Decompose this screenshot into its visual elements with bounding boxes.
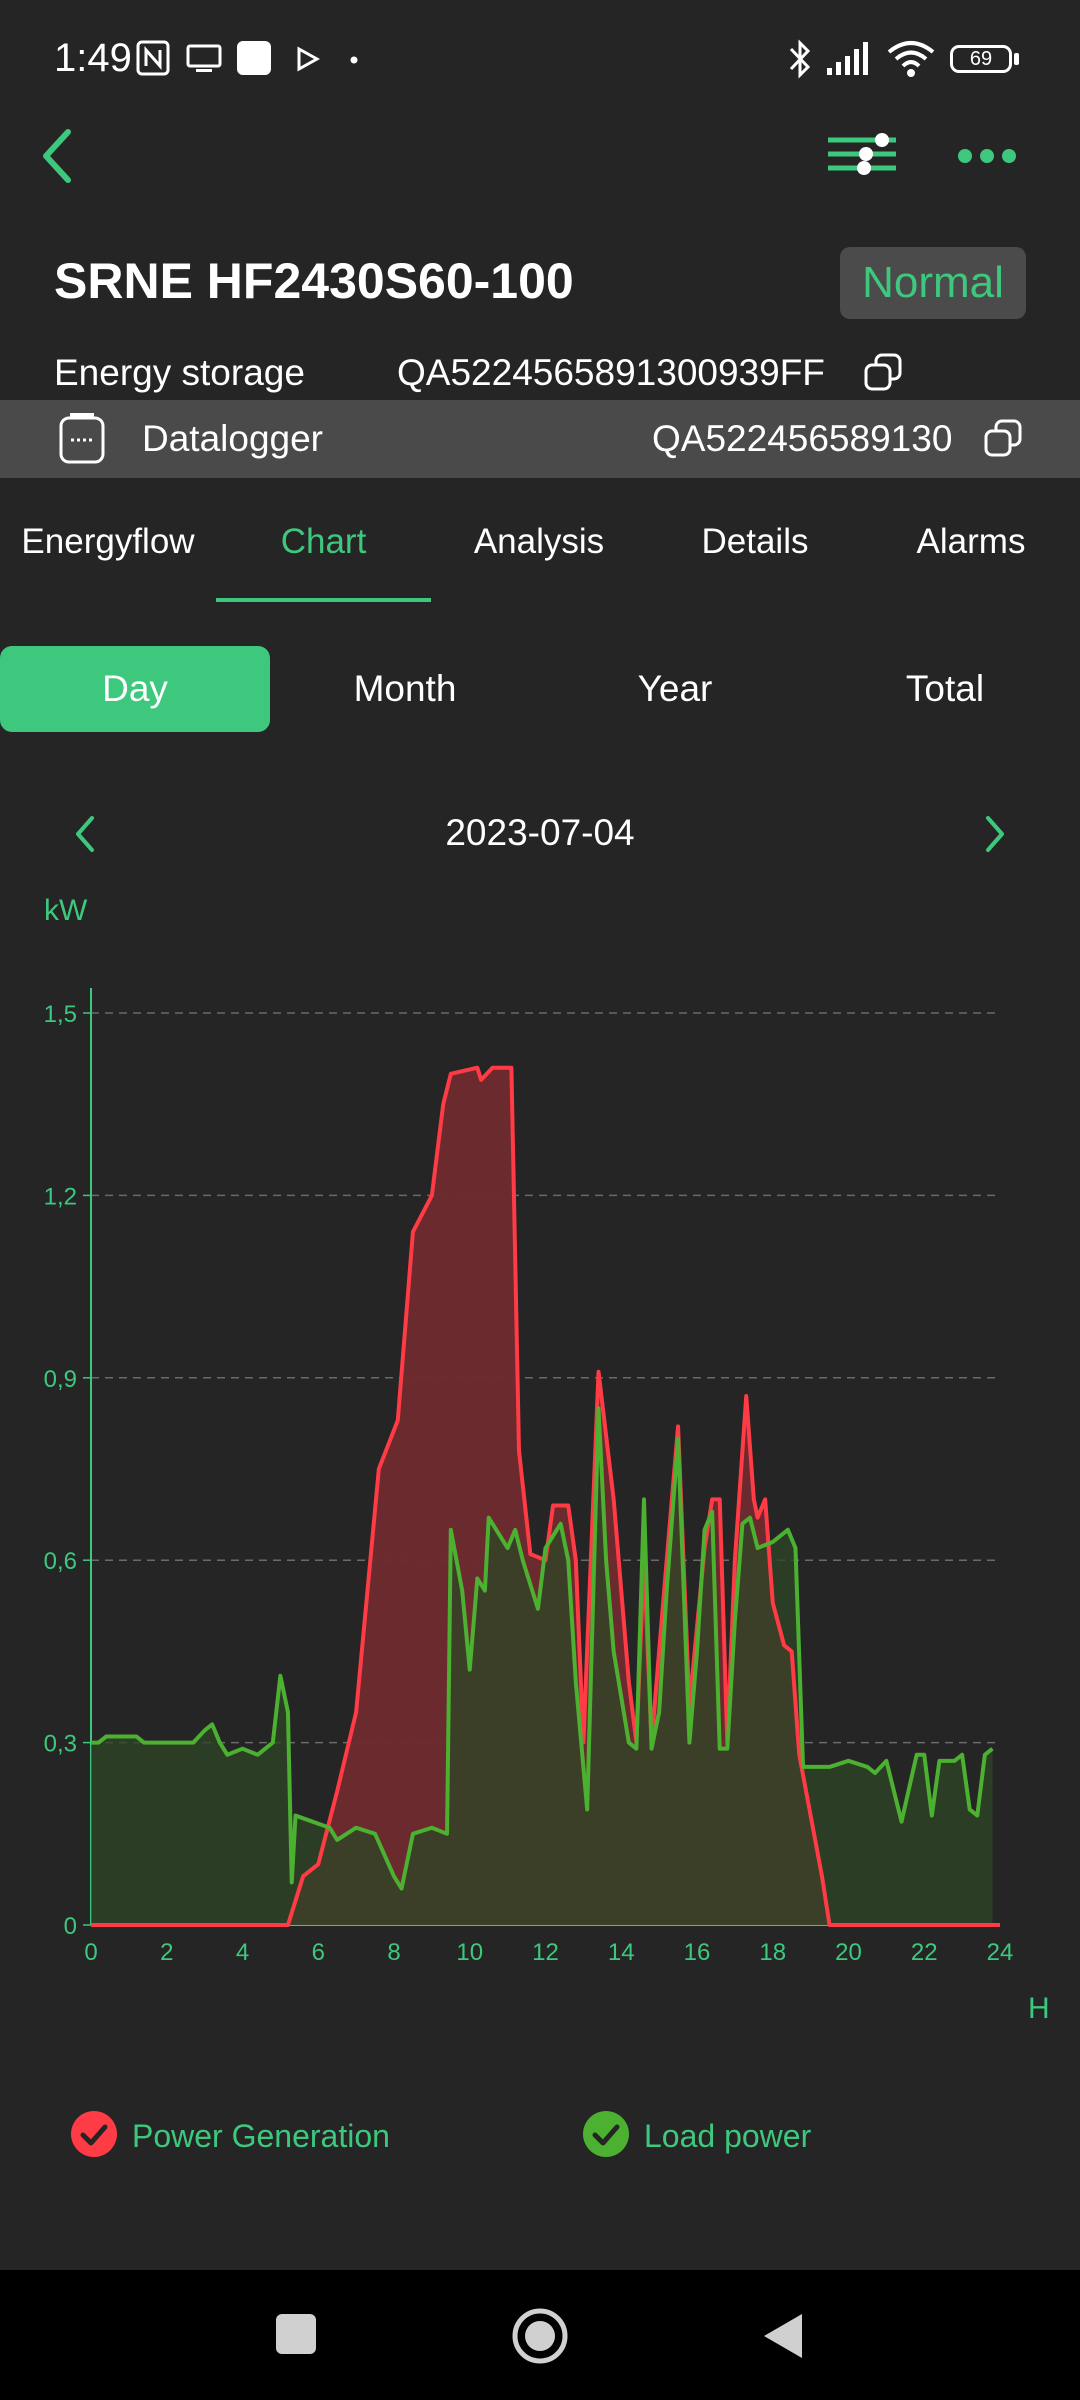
play-icon [297, 46, 320, 72]
date-label: 2023-07-04 [445, 812, 635, 853]
status-bar: 1:49 69 [0, 0, 1080, 120]
x-tick-label: 14 [608, 1939, 635, 1966]
power-generation-line [91, 1065, 1000, 1927]
signal-icon [827, 42, 868, 75]
x-tick-label: 18 [759, 1939, 786, 1966]
legend-label: Power Generation [132, 2118, 390, 2154]
legend-label: Load power [644, 2118, 812, 2154]
wifi-icon [887, 41, 935, 77]
y-tick-label: 1,5 [44, 1001, 77, 1028]
energy-storage-serial: QA5224565891300939FF [397, 352, 825, 393]
copy-icon[interactable] [862, 352, 904, 394]
x-tick-label: 6 [312, 1939, 325, 1966]
datalogger-label: Datalogger [142, 418, 324, 459]
status-badge: Normal [840, 247, 1026, 319]
bluetooth-icon [789, 39, 811, 79]
recent-apps-button[interactable] [274, 2312, 318, 2356]
more-options-icon[interactable] [956, 144, 1018, 168]
y-tick-label: 0 [64, 1913, 77, 1940]
tab-alarms[interactable]: Alarms [916, 522, 1026, 561]
datalogger-serial: QA522456589130 [652, 418, 953, 459]
period-year-button[interactable]: Year [637, 668, 713, 709]
tab-chart[interactable]: Chart [280, 522, 367, 561]
copy-icon[interactable] [982, 418, 1024, 460]
datalogger-icon [59, 413, 105, 464]
dot-icon [350, 56, 358, 64]
x-tick-label: 22 [911, 1939, 938, 1966]
period-total-button[interactable]: Total [905, 668, 985, 709]
energy-storage-label: Energy storage [54, 352, 305, 393]
tab-energyflow[interactable]: Energyflow [21, 522, 195, 561]
check-circle-icon [583, 2111, 629, 2157]
battery-tip [1014, 53, 1019, 65]
period-month-button[interactable]: Month [353, 668, 457, 709]
filter-settings-button[interactable] [826, 132, 898, 176]
period-day-button[interactable]: Day [0, 646, 270, 732]
app-icon [237, 41, 271, 75]
status-time: 1:49 [54, 36, 132, 80]
x-tick-label: 8 [387, 1939, 400, 1966]
check-circle-icon [71, 2111, 117, 2157]
y-axis-unit: kW [44, 894, 88, 927]
next-date-button[interactable] [980, 812, 1010, 856]
y-tick-label: 0,6 [44, 1548, 77, 1575]
previous-date-button[interactable] [70, 812, 100, 856]
y-tick-label: 1,2 [44, 1183, 77, 1210]
x-tick-label: 24 [987, 1939, 1014, 1966]
x-axis-unit: H [1028, 1992, 1050, 2025]
device-title: SRNE HF2430S60-100 [54, 253, 574, 309]
load-power-area [91, 1408, 993, 1925]
tab-indicator [216, 598, 431, 602]
x-tick-label: 4 [236, 1939, 249, 1966]
x-tick-label: 20 [835, 1939, 862, 1966]
tab-details[interactable]: Details [701, 522, 809, 561]
datalogger-bar [0, 400, 1080, 478]
tab-analysis[interactable]: Analysis [473, 522, 605, 561]
x-tick-label: 2 [160, 1939, 173, 1966]
x-tick-label: 0 [84, 1939, 97, 1966]
power-chart: 00,30,60,91,21,50 2 4 6 8 10 12 14 16 18 20 22 24 [44, 988, 1014, 1966]
back-button[interactable] [36, 124, 80, 188]
back-nav-button[interactable] [760, 2310, 806, 2362]
nfc-icon [136, 40, 170, 76]
load-power-line [91, 1406, 994, 1891]
screen-cast-icon [186, 44, 222, 72]
battery-icon: 69 [950, 45, 1012, 73]
y-tick-label: 0,3 [44, 1731, 77, 1758]
legend-load-power[interactable]: Load power [582, 2110, 882, 2162]
y-tick-label: 0,9 [44, 1366, 77, 1393]
x-tick-label: 10 [456, 1939, 483, 1966]
legend-power-generation[interactable]: Power Generation [70, 2110, 430, 2162]
x-tick-label: 12 [532, 1939, 559, 1966]
x-tick-label: 16 [684, 1939, 711, 1966]
home-button[interactable] [510, 2306, 570, 2366]
